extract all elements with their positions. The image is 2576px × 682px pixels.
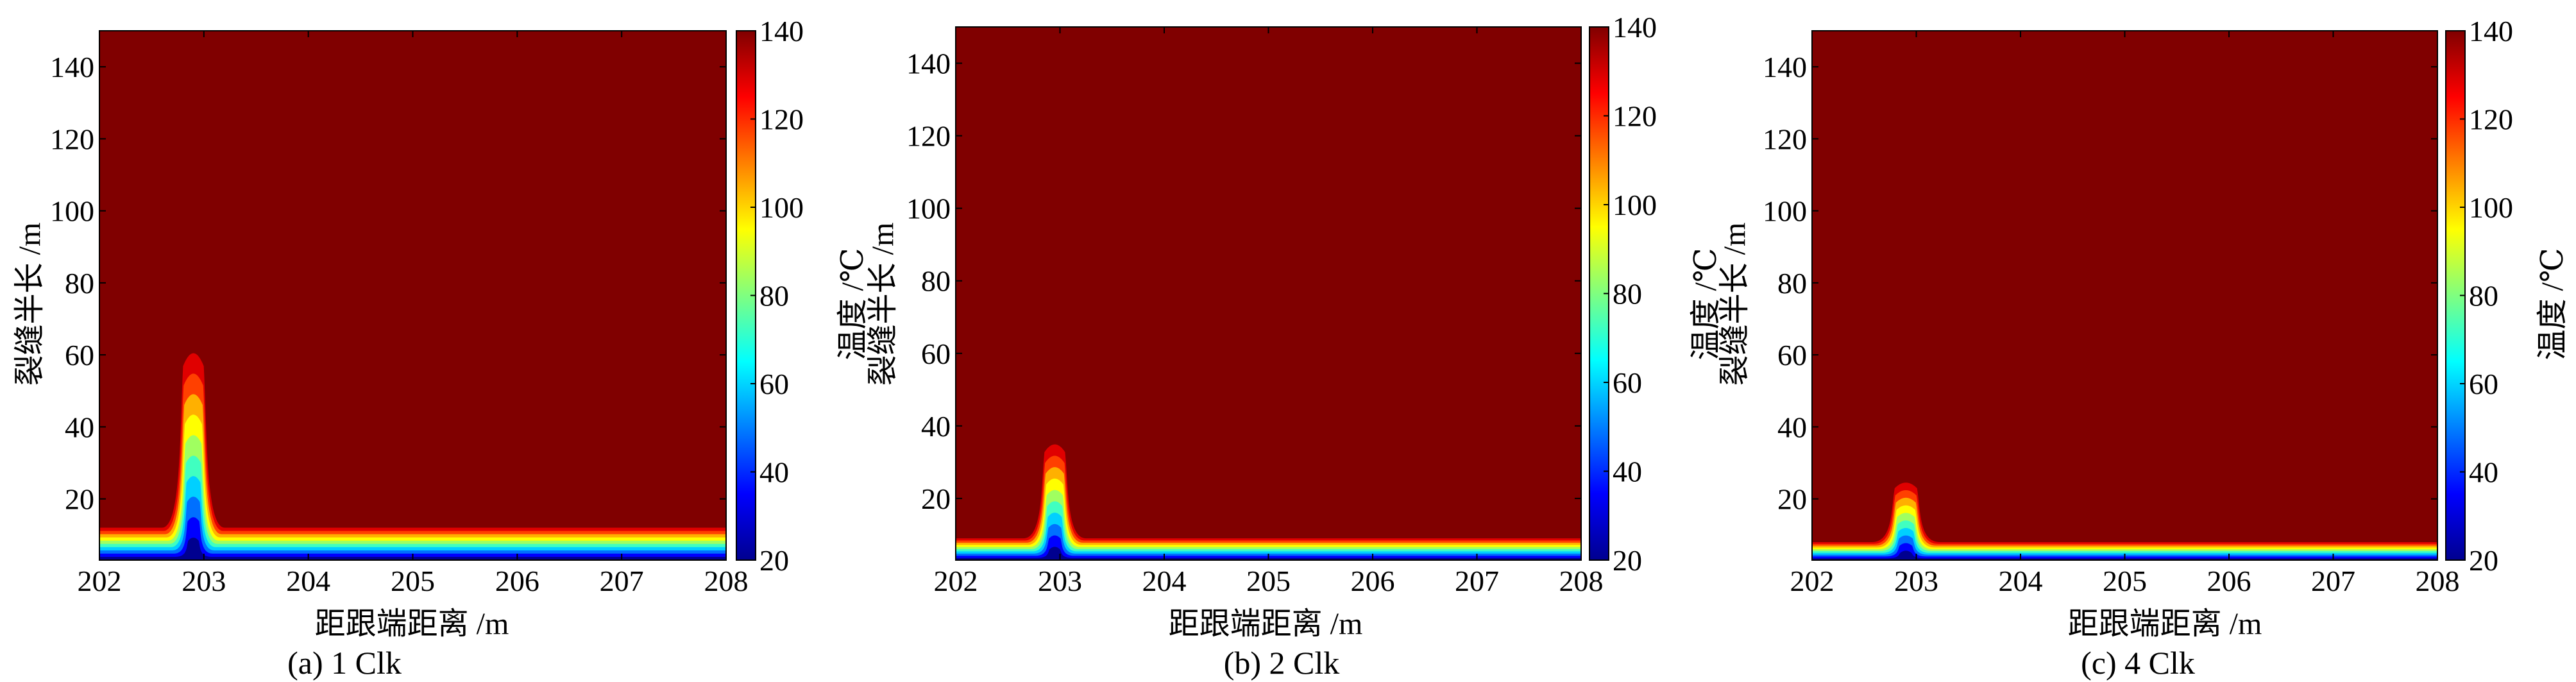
colorbar-label-c: 温度 /℃ bbox=[2536, 248, 2570, 360]
colorbar-tick-label: 120 bbox=[1613, 100, 1657, 133]
xlabel-a: 距跟端距离 /m bbox=[315, 607, 509, 641]
x-tick-label: 204 bbox=[1142, 565, 1187, 597]
contour-band bbox=[99, 517, 726, 560]
colorbar-tick-label: 100 bbox=[2469, 191, 2513, 224]
colorbar-tick-label: 60 bbox=[2469, 368, 2498, 400]
colorbar-tick-label: 40 bbox=[759, 456, 789, 489]
colorbar-tick-label: 140 bbox=[2469, 15, 2513, 47]
y-tick-label: 40 bbox=[921, 410, 951, 443]
colorbar-label-a: 温度 /℃ bbox=[836, 248, 870, 360]
x-tick-label: 203 bbox=[1894, 565, 1938, 597]
x-tick-label: 203 bbox=[182, 565, 226, 597]
heatmap-plot-area-b bbox=[955, 26, 1582, 561]
y-tick-label: 100 bbox=[50, 195, 94, 228]
colorbar-tick-label: 80 bbox=[759, 280, 789, 312]
contour-band bbox=[99, 538, 726, 560]
y-tick-label: 140 bbox=[906, 47, 951, 80]
heatmap-plot-area-c bbox=[1811, 30, 2438, 561]
x-tick-label: 207 bbox=[1455, 565, 1499, 597]
colorbar-tick-label: 40 bbox=[1613, 456, 1642, 488]
ylabel-b: 裂缝半长 /m bbox=[866, 223, 900, 386]
x-tick-label: 208 bbox=[2416, 565, 2460, 597]
y-tick-label: 60 bbox=[1777, 339, 1807, 371]
caption-c: (c) 4 Clk bbox=[2081, 645, 2195, 681]
y-tick-label: 60 bbox=[921, 337, 951, 370]
colorbar-tick-label: 20 bbox=[759, 544, 789, 577]
ylabel-a: 裂缝半长 /m bbox=[13, 223, 47, 386]
x-tick-label: 207 bbox=[2311, 565, 2355, 597]
colorbar-a: 20 40 60 80 100 120 140 bbox=[736, 15, 804, 577]
x-tick-label: 206 bbox=[495, 565, 539, 597]
y-tick-label: 100 bbox=[906, 192, 951, 225]
x-tick-label: 207 bbox=[600, 565, 644, 597]
x-tick-label: 202 bbox=[934, 565, 978, 597]
x-tick-label: 202 bbox=[78, 565, 122, 597]
x-tick-label: 204 bbox=[1999, 565, 2043, 597]
y-tick-label: 20 bbox=[921, 482, 951, 515]
colorbar-tick-label: 120 bbox=[759, 103, 804, 136]
y-tick-label: 20 bbox=[1777, 483, 1807, 516]
x-tick-label: 202 bbox=[1790, 565, 1835, 597]
ylabel-c: 裂缝半长 /m bbox=[1718, 223, 1752, 386]
colorbar-c: 20 40 60 80 100 120 140 bbox=[2445, 15, 2513, 577]
x-tick-label: 205 bbox=[1246, 565, 1291, 597]
colorbar-tick-label: 120 bbox=[2469, 103, 2513, 136]
y-tick-label: 80 bbox=[1777, 267, 1807, 300]
colorbar-b: 20 40 60 80 100 120 140 bbox=[1589, 11, 1657, 577]
contour-band bbox=[1812, 550, 2437, 560]
colorbar-tick-label: 20 bbox=[1613, 544, 1642, 577]
y-tick-label: 40 bbox=[65, 411, 94, 443]
colorbar-tick-label: 100 bbox=[759, 191, 804, 224]
x-tick-label: 203 bbox=[1038, 565, 1082, 597]
colorbar-tick-label: 100 bbox=[1613, 189, 1657, 221]
colorbar-tick-label: 20 bbox=[2469, 544, 2498, 577]
colorbar-label-b: 温度 /℃ bbox=[1689, 248, 1723, 360]
heatmap-background bbox=[1812, 31, 2437, 560]
colorbar-tick-label: 140 bbox=[1613, 11, 1657, 44]
colorbar-tick-label: 80 bbox=[2469, 280, 2498, 312]
x-tick-label: 208 bbox=[1559, 565, 1604, 597]
y-tick-label: 120 bbox=[906, 120, 951, 153]
colorbar-tick-label: 40 bbox=[2469, 456, 2498, 489]
xlabel-c: 距跟端距离 /m bbox=[2068, 607, 2262, 641]
y-tick-label: 100 bbox=[1763, 195, 1807, 228]
axis-ticks-b: 202 203 204 205 206 207 208 20 40 60 80 100 120 140 bbox=[906, 27, 1604, 597]
y-tick-label: 120 bbox=[1763, 123, 1807, 155]
x-tick-label: 205 bbox=[2103, 565, 2147, 597]
y-tick-label: 60 bbox=[65, 339, 94, 371]
colorbar-tick-label: 60 bbox=[1613, 366, 1642, 399]
x-tick-label: 208 bbox=[704, 565, 749, 597]
x-tick-label: 204 bbox=[286, 565, 330, 597]
y-tick-label: 140 bbox=[50, 51, 94, 83]
x-tick-label: 206 bbox=[2207, 565, 2251, 597]
axis-ticks-a: 202 203 204 205 206 207 208 20 40 60 80 100 120 140 bbox=[50, 31, 749, 597]
x-tick-label: 206 bbox=[1351, 565, 1395, 597]
xlabel-b: 距跟端距离 /m bbox=[1169, 607, 1363, 641]
y-tick-label: 120 bbox=[50, 123, 94, 155]
y-tick-label: 140 bbox=[1763, 51, 1807, 83]
contour-band bbox=[956, 535, 1581, 560]
caption-a: (a) 1 Clk bbox=[287, 645, 402, 681]
y-tick-label: 80 bbox=[921, 265, 951, 298]
colorbar-tick-label: 140 bbox=[759, 15, 804, 47]
colorbar-tick-label: 80 bbox=[1613, 278, 1642, 311]
axis-ticks-c: 202 203 204 205 206 207 208 20 40 60 80 100 120 140 bbox=[1763, 31, 2460, 597]
y-tick-label: 80 bbox=[65, 267, 94, 300]
y-tick-label: 40 bbox=[1777, 411, 1807, 443]
x-tick-label: 205 bbox=[391, 565, 435, 597]
heatmap-plot-area-a bbox=[99, 30, 727, 561]
caption-b: (b) 2 Clk bbox=[1224, 645, 1340, 681]
colorbar-tick-label: 60 bbox=[759, 368, 789, 400]
contour-band bbox=[956, 547, 1581, 560]
y-tick-label: 20 bbox=[65, 483, 94, 516]
